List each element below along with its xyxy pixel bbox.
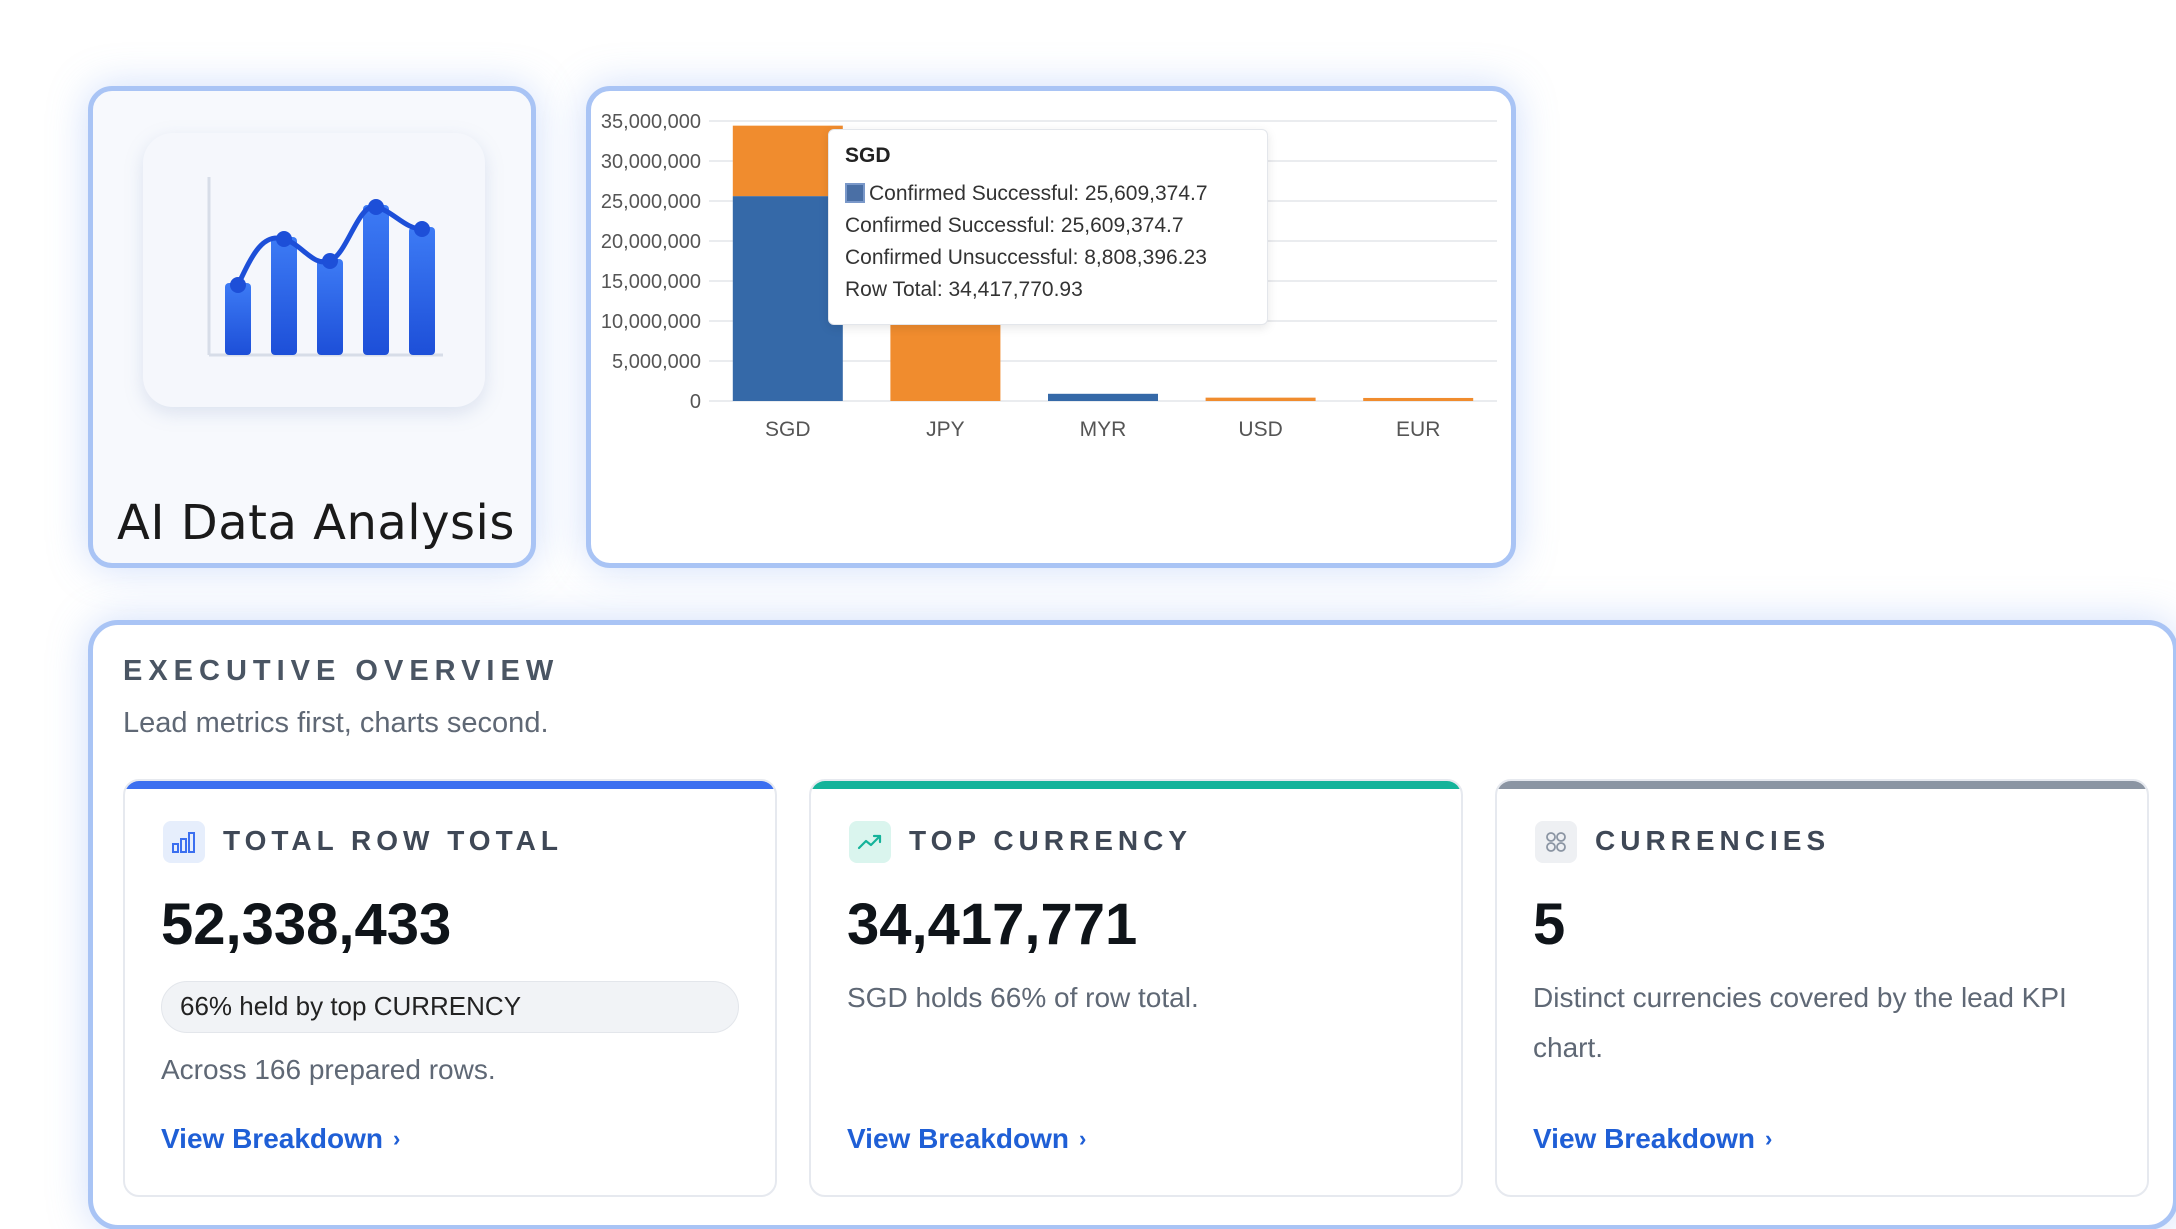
bar-segment (1048, 393, 1158, 401)
kpi-card-currencies: CURRENCIES 5 Distinct currencies covered… (1495, 779, 2149, 1197)
x-tick-label: MYR (1080, 418, 1127, 441)
chevron-right-icon: › (1765, 1126, 1773, 1151)
bar-segment (732, 125, 843, 197)
y-tick-label: 10,000,000 (601, 311, 701, 333)
app-logo-card: AI Data Analysis (88, 86, 536, 568)
tooltip-line: Confirmed Unsuccessful: 8,808,396.23 (845, 246, 1207, 269)
y-tick-label: 20,000,000 (601, 231, 701, 253)
section-subtitle: Lead metrics first, charts second. (123, 707, 549, 739)
y-tick-label: 35,000,000 (601, 111, 701, 133)
kpi-label: TOTAL ROW TOTAL (223, 825, 563, 856)
view-breakdown-link[interactable]: View Breakdown › (161, 1123, 401, 1154)
tooltip-title: SGD (845, 144, 891, 167)
grid-icon (1535, 821, 1577, 863)
executive-overview-panel: EXECUTIVE OVERVIEW Lead metrics first, c… (88, 620, 2176, 1229)
chart-tooltip: SGD Confirmed Successful: 25,609,374.7 C… (828, 129, 1268, 325)
kpi-value: 34,417,771 (847, 892, 1138, 957)
tooltip-line: Confirmed Successful: 25,609,374.7 (845, 178, 1251, 210)
card-accent-bar (125, 781, 775, 789)
bar-segment (1363, 397, 1474, 401)
card-accent-bar (1497, 781, 2147, 789)
kpi-share-pill: 66% held by top CURRENCY (161, 981, 739, 1033)
kpi-description: Across 166 prepared rows. (161, 1054, 496, 1085)
kpi-description: Distinct currencies covered by the lead … (1533, 982, 2067, 1063)
bar-segment (732, 196, 843, 401)
view-breakdown-link[interactable]: View Breakdown › (1533, 1123, 1773, 1154)
view-breakdown-link[interactable]: View Breakdown › (847, 1123, 1087, 1154)
bar-chart-icon (163, 821, 205, 863)
kpi-label: CURRENCIES (1595, 825, 1831, 856)
tooltip-line: Row Total: 34,417,770.93 (845, 278, 1083, 301)
y-tick-label: 15,000,000 (601, 271, 701, 293)
x-tick-label: SGD (765, 418, 811, 441)
kpi-label: TOP CURRENCY (909, 825, 1193, 856)
y-tick-label: 0 (690, 391, 701, 413)
y-tick-label: 5,000,000 (612, 351, 701, 373)
x-tick-label: JPY (926, 418, 965, 441)
currency-chart-card: 35,000,000 30,000,000 25,000,000 20,000,000… (586, 86, 1516, 568)
x-tick-label: USD (1238, 418, 1282, 441)
kpi-description: SGD holds 66% of row total. (847, 982, 1199, 1013)
kpi-card-total-row-total: TOTAL ROW TOTAL 52,338,433 66% held by t… (123, 779, 777, 1197)
tooltip-line: Confirmed Successful: 25,609,374.7 (845, 214, 1184, 237)
y-tick-label: 30,000,000 (601, 151, 701, 173)
app-title: AI Data Analysis (117, 495, 515, 551)
x-tick-label: EUR (1396, 418, 1440, 441)
bar-segment (1205, 397, 1316, 401)
chevron-right-icon: › (393, 1126, 401, 1151)
y-tick-label: 25,000,000 (601, 191, 701, 213)
section-title: EXECUTIVE OVERVIEW (123, 655, 560, 687)
kpi-value: 52,338,433 (161, 892, 452, 957)
trending-up-icon (849, 821, 891, 863)
chevron-right-icon: › (1079, 1126, 1087, 1151)
card-accent-bar (811, 781, 1461, 789)
kpi-value: 5 (1533, 892, 1566, 957)
series-swatch-icon (845, 183, 865, 203)
kpi-card-top-currency: TOP CURRENCY 34,417,771 SGD holds 66% of… (809, 779, 1463, 1197)
bar-line-chart-icon (143, 133, 485, 407)
